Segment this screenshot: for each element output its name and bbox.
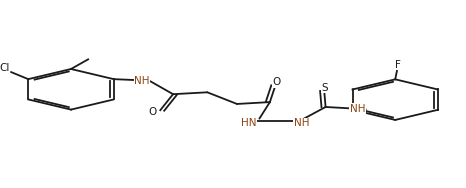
Text: HN: HN [241, 118, 257, 128]
Text: NH: NH [134, 76, 150, 86]
Text: F: F [395, 60, 400, 70]
Text: O: O [273, 77, 281, 87]
Text: S: S [322, 83, 328, 93]
Text: NH: NH [350, 104, 365, 114]
Text: NH: NH [294, 118, 309, 128]
Text: O: O [148, 107, 157, 118]
Text: Cl: Cl [0, 63, 9, 73]
